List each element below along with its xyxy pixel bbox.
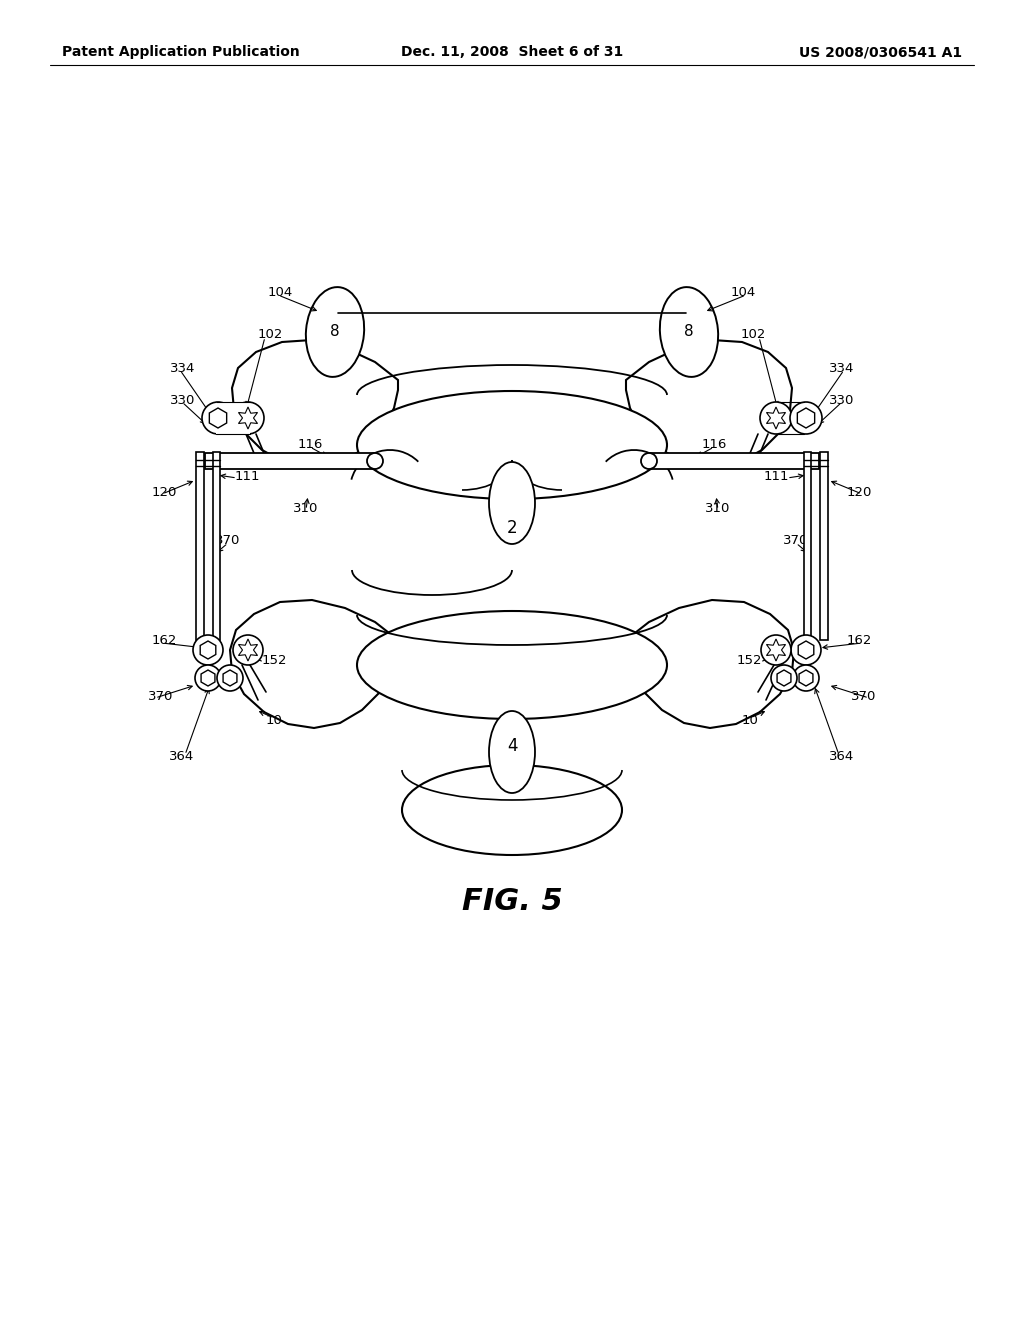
- Polygon shape: [196, 451, 204, 640]
- Ellipse shape: [489, 462, 535, 544]
- Text: 310: 310: [706, 502, 731, 515]
- Ellipse shape: [357, 391, 667, 499]
- Polygon shape: [798, 642, 814, 659]
- Polygon shape: [626, 341, 792, 467]
- Polygon shape: [223, 671, 237, 686]
- Text: 2: 2: [507, 519, 517, 537]
- Ellipse shape: [659, 286, 718, 378]
- Text: 102: 102: [258, 329, 284, 342]
- Polygon shape: [216, 403, 250, 434]
- Polygon shape: [820, 451, 828, 640]
- Text: 152: 152: [736, 653, 762, 667]
- Text: 330: 330: [170, 393, 196, 407]
- Text: 116: 116: [297, 437, 323, 450]
- Text: US 2008/0306541 A1: US 2008/0306541 A1: [799, 45, 962, 59]
- Text: 10: 10: [265, 714, 283, 726]
- Ellipse shape: [402, 766, 622, 855]
- Circle shape: [217, 665, 243, 690]
- Text: Patent Application Publication: Patent Application Publication: [62, 45, 300, 59]
- Text: 104: 104: [731, 285, 756, 298]
- Text: 111: 111: [234, 470, 260, 483]
- Circle shape: [761, 635, 791, 665]
- Polygon shape: [205, 453, 380, 469]
- Polygon shape: [804, 451, 811, 640]
- Circle shape: [760, 403, 792, 434]
- Text: 162: 162: [152, 634, 177, 647]
- Circle shape: [202, 403, 234, 434]
- Text: 364: 364: [169, 750, 195, 763]
- Circle shape: [791, 635, 821, 665]
- Text: 120: 120: [152, 486, 177, 499]
- Ellipse shape: [489, 711, 535, 793]
- Polygon shape: [777, 671, 791, 686]
- Text: 334: 334: [170, 362, 196, 375]
- Text: 8: 8: [330, 325, 340, 339]
- Ellipse shape: [641, 453, 657, 469]
- Text: 116: 116: [701, 437, 727, 450]
- Text: FIG. 5: FIG. 5: [462, 887, 562, 916]
- Circle shape: [193, 635, 223, 665]
- Text: 120: 120: [847, 486, 872, 499]
- Text: 370: 370: [783, 533, 809, 546]
- Circle shape: [793, 665, 819, 690]
- Circle shape: [232, 403, 264, 434]
- Circle shape: [233, 635, 263, 665]
- Text: 111: 111: [764, 470, 790, 483]
- Circle shape: [790, 403, 822, 434]
- Ellipse shape: [367, 453, 383, 469]
- Text: 104: 104: [268, 285, 293, 298]
- Text: 162: 162: [847, 634, 872, 647]
- Polygon shape: [209, 408, 226, 428]
- Text: 370: 370: [148, 689, 173, 702]
- Polygon shape: [799, 671, 813, 686]
- Polygon shape: [239, 407, 257, 429]
- Polygon shape: [230, 601, 398, 729]
- Polygon shape: [644, 453, 819, 469]
- Polygon shape: [626, 601, 794, 729]
- Polygon shape: [201, 671, 215, 686]
- Text: 334: 334: [828, 362, 854, 375]
- Text: 10: 10: [741, 714, 759, 726]
- Text: Dec. 11, 2008  Sheet 6 of 31: Dec. 11, 2008 Sheet 6 of 31: [400, 45, 624, 59]
- Polygon shape: [767, 407, 785, 429]
- Text: 370: 370: [851, 689, 876, 702]
- Ellipse shape: [357, 611, 667, 719]
- Polygon shape: [798, 408, 815, 428]
- Text: 8: 8: [684, 325, 694, 339]
- Polygon shape: [232, 341, 398, 467]
- Circle shape: [771, 665, 797, 690]
- Polygon shape: [201, 642, 216, 659]
- Polygon shape: [213, 451, 220, 640]
- Polygon shape: [767, 639, 785, 661]
- Text: 152: 152: [262, 653, 288, 667]
- Ellipse shape: [306, 286, 365, 378]
- Text: 370: 370: [215, 533, 241, 546]
- Polygon shape: [239, 639, 257, 661]
- Text: 310: 310: [293, 502, 318, 515]
- Circle shape: [195, 665, 221, 690]
- Text: 102: 102: [740, 329, 766, 342]
- Text: 330: 330: [828, 393, 854, 407]
- Text: 4: 4: [507, 737, 517, 755]
- Text: 364: 364: [829, 750, 855, 763]
